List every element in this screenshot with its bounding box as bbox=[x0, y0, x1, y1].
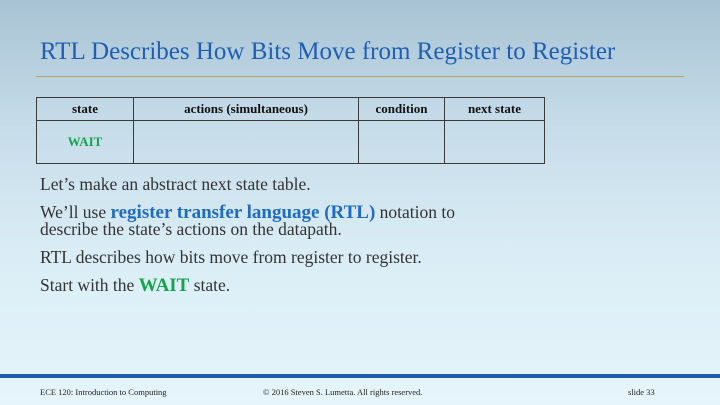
slide-body: Let’s make an abstract next state table.… bbox=[40, 174, 460, 306]
footer-course: ECE 120: Introduction to Computing bbox=[40, 387, 167, 397]
condition-cell bbox=[358, 120, 445, 164]
next-state-table: state actions (simultaneous) condition n… bbox=[36, 97, 545, 164]
rtl-term-highlight: register transfer language (RTL) bbox=[110, 202, 376, 223]
bullet-3: RTL describes how bits move from registe… bbox=[40, 247, 422, 267]
table-header-row: state actions (simultaneous) condition n… bbox=[36, 97, 545, 121]
bullet-4-prefix: Start with the bbox=[40, 275, 139, 295]
bullet-2-suffix: notation to describe the state’s actions… bbox=[40, 202, 456, 239]
bullet-4-suffix: state. bbox=[189, 275, 231, 295]
bullet-4: Start with the WAIT state. bbox=[40, 275, 460, 296]
wait-state-highlight: WAIT bbox=[138, 275, 190, 296]
bullet-1: Let’s make an abstract next state table. bbox=[40, 174, 311, 194]
bullet-2-prefix: We’ll use bbox=[40, 202, 111, 222]
title-divider bbox=[36, 76, 684, 77]
column-header-state: state bbox=[36, 97, 134, 121]
table-row: WAIT bbox=[36, 120, 545, 164]
column-header-condition: condition bbox=[358, 97, 445, 121]
actions-cell bbox=[133, 120, 359, 164]
column-header-actions: actions (simultaneous) bbox=[133, 97, 359, 121]
next-state-cell bbox=[444, 120, 545, 164]
state-cell: WAIT bbox=[36, 120, 134, 164]
footer-bar bbox=[0, 374, 720, 378]
footer-copyright: © 2016 Steven S. Lumetta. All rights res… bbox=[263, 387, 423, 397]
column-header-next-state: next state bbox=[444, 97, 545, 121]
bullet-2: We’ll use register transfer language (RT… bbox=[40, 202, 460, 239]
slide-number: slide 33 bbox=[628, 387, 655, 397]
slide-title: RTL Describes How Bits Move from Registe… bbox=[40, 38, 616, 65]
